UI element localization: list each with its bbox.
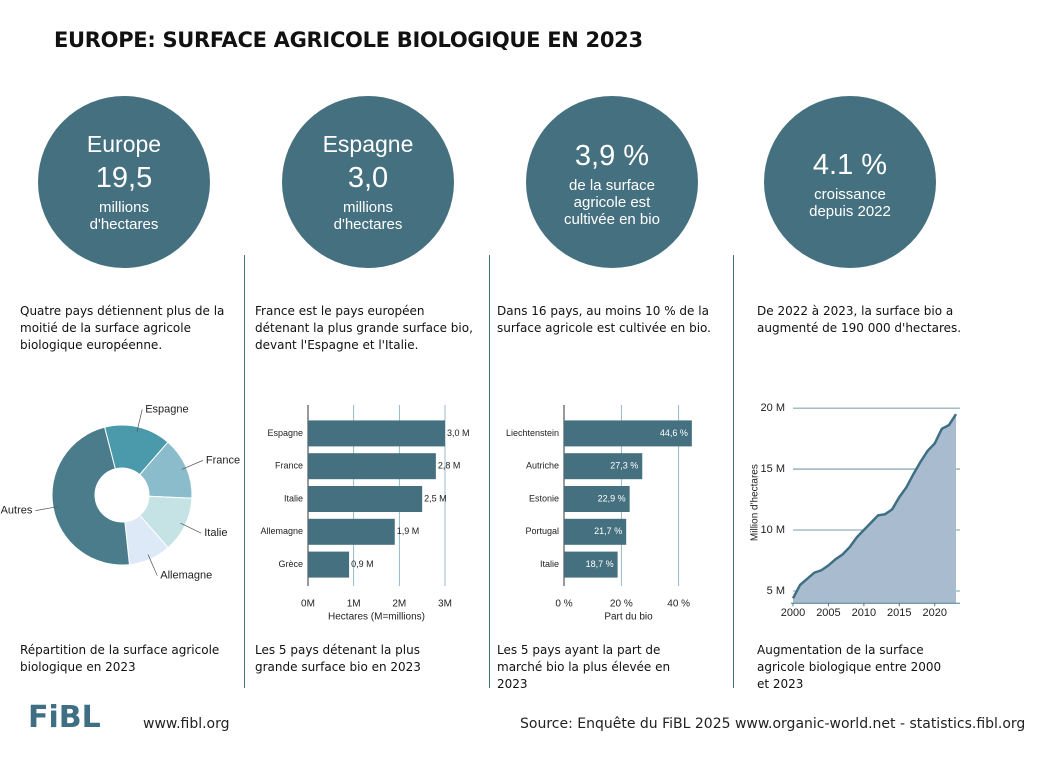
segment-label: Autres xyxy=(1,505,33,517)
source: Source: Enquête du FiBL 2025 www.organic… xyxy=(520,716,1026,732)
stat-circle: 3,9 % de la surface agricole est cultivée… xyxy=(526,96,698,268)
x-axis-label: Part du bio xyxy=(604,612,653,623)
leader-line xyxy=(35,506,59,511)
value-label: 18,7 % xyxy=(586,559,614,569)
value-label: 0,9 M xyxy=(351,559,374,569)
y-tick-label: 20 M xyxy=(761,402,785,414)
description: De 2022 à 2023, la surface bio a augment… xyxy=(757,304,962,335)
x-tick-label: 2005 xyxy=(816,607,840,619)
separator xyxy=(489,255,490,688)
value-label: 1,9 M xyxy=(397,526,420,536)
x-tick-label: 1M xyxy=(347,599,361,610)
segment-label: Italie xyxy=(204,527,227,539)
leader-line xyxy=(136,409,143,432)
line xyxy=(791,413,958,599)
page-title: EUROPE: SURFACE AGRICOLE BIOLOGIQUE EN 2… xyxy=(54,28,643,52)
bar xyxy=(308,486,423,512)
y-tick-label: Italie xyxy=(284,493,303,503)
x-tick-label: 2015 xyxy=(887,607,911,619)
x-tick-label: 0 % xyxy=(555,599,572,610)
x-tick-label: 3M xyxy=(438,599,452,610)
logo: FiBL xyxy=(28,700,101,735)
bar xyxy=(564,486,630,512)
donut-segment xyxy=(51,426,130,566)
stat-circle: 4.1 % croissance depuis 2022 xyxy=(764,96,936,268)
caption: Répartition de la surface agricole biolo… xyxy=(20,643,220,674)
x-tick-label: 40 % xyxy=(667,599,690,610)
stat-text: de la surface agricole est cultivée en b… xyxy=(564,177,660,228)
stat-label: Europe xyxy=(86,131,162,157)
leader-line xyxy=(181,460,204,470)
segment-label: Espagne xyxy=(145,403,188,415)
leader-line xyxy=(180,522,202,534)
y-tick-label: 10 M xyxy=(761,524,785,536)
value-label: 21,7 % xyxy=(594,526,622,536)
stat-circle: Espagne 3,0 millions d'hectares xyxy=(282,96,454,268)
bar xyxy=(308,420,445,447)
segment-label: Allemagne xyxy=(160,570,212,582)
stat-circle: Europe 19,5 millions d'hectares xyxy=(38,96,210,268)
y-tick-label: Estonie xyxy=(529,493,559,503)
description: Quatre pays détiennent plus de la moitié… xyxy=(20,304,225,352)
y-tick-label: Grèce xyxy=(278,559,303,569)
x-tick-label: 2000 xyxy=(781,607,805,619)
y-tick-label: 15 M xyxy=(761,463,785,475)
y-tick-label: France xyxy=(275,461,303,471)
y-tick-label: Allemagne xyxy=(260,526,303,536)
bar xyxy=(564,420,692,447)
stat-text: millions d'hectares xyxy=(333,199,403,233)
bar xyxy=(564,551,618,578)
value-label: 22,9 % xyxy=(598,493,626,503)
description: France est le pays européen détenant la … xyxy=(255,304,473,352)
value-label: 44,6 % xyxy=(660,428,688,438)
caption: Les 5 pays ayant la part de marché bio l… xyxy=(497,643,671,691)
caption: Augmentation de la surface agricole biol… xyxy=(757,643,942,691)
stat-value: 19,5 xyxy=(95,162,153,194)
description: Dans 16 pays, au moins 10 % de la surfac… xyxy=(497,304,711,335)
x-tick-label: 20 % xyxy=(610,599,633,610)
area xyxy=(793,414,956,604)
y-tick-label: Autriche xyxy=(526,461,559,471)
leader-line xyxy=(147,554,158,576)
stat-text: millions d'hectares xyxy=(89,199,159,233)
bar xyxy=(308,518,395,545)
y-tick-label: Portugal xyxy=(525,526,559,536)
bar xyxy=(308,453,436,480)
bar xyxy=(308,551,350,578)
segment-label: France xyxy=(206,454,240,466)
website: www.fibl.org xyxy=(143,716,230,732)
stat-value: 4.1 % xyxy=(812,148,888,181)
x-tick-label: 2M xyxy=(392,599,406,610)
y-tick-label: Espagne xyxy=(267,428,303,438)
x-tick-label: 2010 xyxy=(852,607,876,619)
value-label: 2,5 M xyxy=(424,493,447,503)
stat-value: 3,9 % xyxy=(574,140,650,172)
caption: Les 5 pays détenant la plus grande surfa… xyxy=(255,643,421,674)
y-axis-label: Million d'hectares xyxy=(750,464,761,541)
stat-value: 3,0 xyxy=(347,162,389,194)
x-tick-label: 2020 xyxy=(922,607,946,619)
value-label: 27,3 % xyxy=(610,461,638,471)
stat-text: croissance depuis 2022 xyxy=(809,185,891,220)
y-tick-label: Liechtenstein xyxy=(506,428,559,438)
y-tick-label: Italie xyxy=(540,559,559,569)
bar xyxy=(564,518,627,545)
value-label: 3,0 M xyxy=(447,428,470,438)
x-axis-label: Hectares (M=millions) xyxy=(328,612,425,623)
bar xyxy=(564,453,643,480)
x-tick-label: 0M xyxy=(301,599,315,610)
value-label: 2,8 M xyxy=(438,461,461,471)
stat-label: Espagne xyxy=(322,131,414,157)
separator xyxy=(733,255,734,688)
y-tick-label: 5 M xyxy=(767,585,785,597)
separator xyxy=(244,255,245,688)
